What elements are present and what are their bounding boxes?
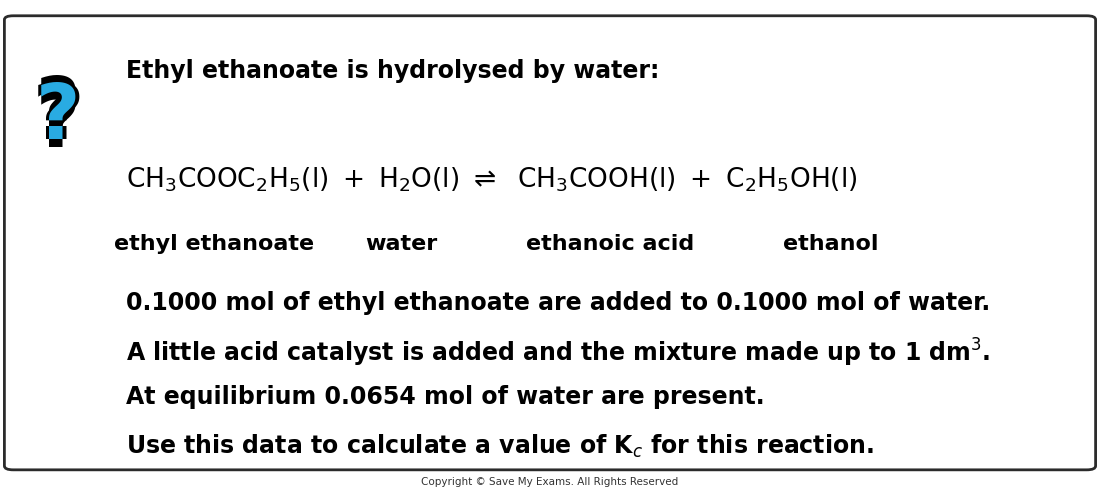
Text: ?: ? — [36, 81, 80, 155]
Text: 0.1000 mol of ethyl ethanoate are added to 0.1000 mol of water.: 0.1000 mol of ethyl ethanoate are added … — [126, 291, 991, 315]
Text: ?: ? — [36, 74, 80, 148]
Text: Copyright © Save My Exams. All Rights Reserved: Copyright © Save My Exams. All Rights Re… — [421, 477, 679, 487]
Text: ethyl ethanoate: ethyl ethanoate — [114, 234, 315, 254]
Text: Ethyl ethanoate is hydrolysed by water:: Ethyl ethanoate is hydrolysed by water: — [126, 60, 660, 83]
Text: ?: ? — [33, 81, 77, 155]
Text: ?: ? — [40, 81, 84, 155]
Text: ?: ? — [36, 89, 80, 163]
Text: water: water — [365, 234, 438, 254]
Text: Use this data to calculate a value of K$_c$ for this reaction.: Use this data to calculate a value of K$… — [126, 432, 874, 460]
Text: $\mathregular{CH_3COOC_2H_5(l)\ +\ H_2O(l)\ }$$\mathregular{\rightleftharpoons\ : $\mathregular{CH_3COOC_2H_5(l)\ +\ H_2O(… — [126, 166, 858, 194]
Text: ethanoic acid: ethanoic acid — [527, 234, 694, 254]
FancyBboxPatch shape — [4, 16, 1096, 470]
Text: A little acid catalyst is added and the mixture made up to 1 dm$^3$.: A little acid catalyst is added and the … — [126, 336, 991, 369]
Text: ?: ? — [459, 48, 685, 425]
Text: ethanol: ethanol — [783, 234, 878, 254]
Text: At equilibrium 0.0654 mol of water are present.: At equilibrium 0.0654 mol of water are p… — [126, 385, 766, 409]
